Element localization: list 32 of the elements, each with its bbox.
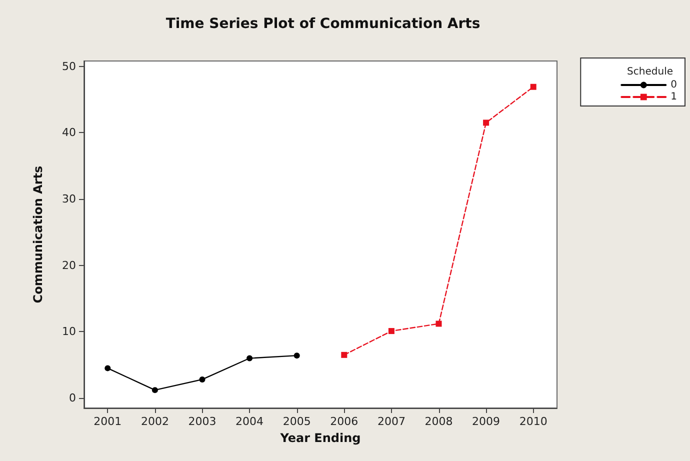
point (294, 352, 300, 359)
x-tick-label: 2008 (424, 415, 453, 428)
x-tick-label: 2002 (140, 415, 169, 428)
point (436, 320, 442, 327)
x-tick-label: 2003 (188, 415, 216, 428)
x-tick-label: 2010 (519, 415, 548, 428)
point (152, 387, 158, 394)
y-tick-label: 40 (62, 126, 76, 140)
x-tick-label: 2004 (236, 415, 264, 428)
legend-title: Schedule (627, 66, 673, 78)
x-tick-label: 2006 (330, 415, 358, 428)
y-axis-title: Communication Arts (31, 166, 45, 304)
point (388, 328, 394, 334)
point (104, 365, 111, 372)
y-tick-label: 50 (62, 60, 76, 73)
y-tick-label: 20 (62, 258, 76, 272)
point (483, 120, 490, 126)
point (530, 84, 536, 90)
chart-title: Time Series Plot of Communication Arts (166, 16, 480, 32)
y-tick-label: 0 (69, 392, 76, 405)
x-tick-label: 2007 (377, 415, 406, 428)
x-axis-title: Year Ending (279, 430, 361, 445)
point (341, 352, 348, 358)
legend-label: 1 (670, 92, 678, 102)
point (199, 376, 206, 382)
y-tick-label: 30 (62, 192, 76, 206)
legend-label: 0 (670, 80, 678, 90)
x-tick-label: 2005 (282, 415, 311, 428)
x-tick-label: 2001 (94, 415, 122, 428)
y-tick-label: 10 (62, 325, 76, 338)
x-tick-label: 2009 (472, 415, 500, 428)
point (246, 355, 253, 362)
